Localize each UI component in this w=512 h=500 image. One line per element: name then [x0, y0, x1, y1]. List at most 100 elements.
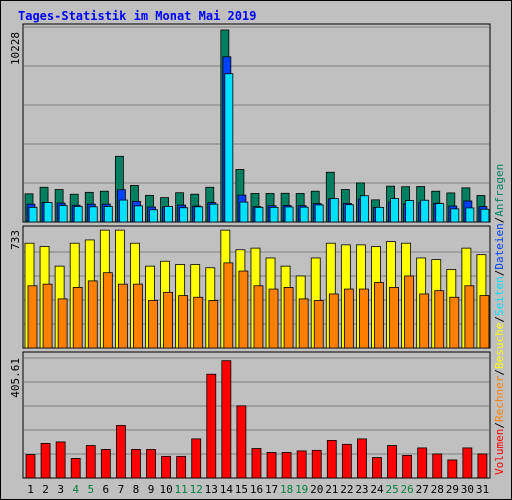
bar-volumen — [40, 443, 51, 479]
x-tick-label: 1 — [27, 483, 34, 496]
bar-rechner — [133, 283, 143, 349]
bar-volumen — [417, 447, 428, 479]
bar-seiten — [344, 204, 354, 223]
panel-top-frame — [22, 23, 491, 223]
x-tick-label: 6 — [103, 483, 110, 496]
x-tick-label: 28 — [431, 483, 444, 496]
x-tick-label: 23 — [355, 483, 368, 496]
bar-seiten — [58, 205, 68, 223]
legend-entry: / — [493, 217, 506, 224]
bar-seiten — [480, 208, 490, 223]
bar-volumen — [372, 457, 382, 479]
bar-volumen — [296, 450, 307, 479]
chart-panels: 10228 733 405.61 — [9, 23, 491, 479]
x-tick-label: 20 — [310, 483, 323, 496]
bar-volumen — [341, 443, 352, 479]
bar-rechner — [57, 298, 68, 349]
x-tick-label: 10 — [159, 483, 172, 496]
bar-seiten — [405, 200, 415, 223]
x-tick-label: 27 — [416, 483, 429, 496]
bar-seiten — [375, 206, 384, 223]
bar-seiten — [269, 206, 279, 223]
bar-rechner — [72, 287, 83, 349]
panel-middle: 733 — [9, 225, 491, 349]
bar-seiten — [360, 195, 369, 223]
x-tick-label: 2 — [42, 483, 49, 496]
bar-volumen — [161, 455, 171, 479]
bar-rechner — [117, 283, 128, 349]
panel-top: 10228 — [9, 23, 491, 223]
bar-seiten — [314, 204, 324, 223]
bar-seiten — [209, 203, 219, 223]
x-tick-label: 30 — [461, 483, 474, 496]
bar-rechner — [253, 285, 264, 349]
bar-volumen — [25, 454, 36, 479]
bar-seiten — [118, 199, 128, 223]
bar-volumen — [477, 453, 488, 479]
x-tick-label: 22 — [340, 483, 353, 496]
bar-volumen — [55, 441, 66, 479]
bar-rechner — [479, 295, 490, 349]
x-tick-label: 17 — [265, 483, 278, 496]
bar-rechner — [419, 293, 430, 349]
bar-seiten — [450, 208, 460, 223]
bar-rechner — [208, 300, 219, 349]
legend-entry: / — [493, 369, 506, 376]
y-max-label: 733 — [9, 230, 22, 250]
bar-seiten — [73, 206, 83, 223]
panel-middle-bars — [24, 229, 490, 349]
bar-rechner — [389, 287, 399, 349]
bar-rechner — [404, 275, 415, 349]
panel-top-bars — [24, 29, 490, 223]
x-tick-label: 14 — [220, 483, 234, 496]
bar-volumen — [387, 445, 397, 479]
bar-rechner — [283, 287, 294, 349]
x-tick-label: 9 — [148, 483, 155, 496]
x-tick-label: 13 — [205, 483, 218, 496]
x-tick-label: 21 — [325, 483, 338, 496]
bar-seiten — [254, 206, 264, 223]
x-tick-label: 18 — [280, 483, 293, 496]
legend-entry: Seiten — [493, 276, 506, 316]
panel-bottom-bars — [25, 360, 488, 479]
bar-rechner — [223, 262, 234, 349]
bar-rechner — [434, 290, 445, 349]
x-axis-labels: 1 2 3 4 5 6 7 8 9 10 11 12 13 14 15 16 17 18 19 20 21 22 23 24 2… — [27, 483, 489, 496]
x-tick-label: 26 — [401, 483, 414, 496]
legend-entry: / — [493, 422, 506, 429]
y-max-label: 10228 — [9, 32, 22, 65]
right-legend: Volumen/Rechner/Besuche/Seiten/Dateien/A… — [493, 164, 506, 475]
bar-rechner — [298, 298, 309, 349]
x-tick-label: 5 — [87, 483, 94, 496]
legend-entry: Dateien — [493, 223, 506, 269]
x-tick-label: 4 — [72, 483, 79, 496]
legend-entry: Besuche — [493, 323, 506, 369]
bar-seiten — [28, 206, 38, 223]
bar-seiten — [88, 206, 98, 223]
x-tick-label: 19 — [295, 483, 308, 496]
bar-seiten — [194, 206, 204, 223]
bar-seiten — [435, 203, 445, 223]
bar-seiten — [149, 209, 158, 223]
bar-rechner — [148, 300, 158, 349]
bar-seiten — [134, 205, 143, 223]
bar-rechner — [268, 288, 279, 349]
bar-rechner — [87, 280, 98, 349]
bar-volumen — [70, 458, 81, 479]
bar-seiten — [390, 198, 399, 223]
bar-rechner — [193, 296, 204, 349]
bar-volumen — [100, 449, 111, 479]
x-tick-label: 24 — [370, 483, 384, 496]
bar-volumen — [206, 373, 217, 479]
legend-entry: / — [493, 270, 506, 277]
bar-seiten — [239, 201, 249, 223]
bar-volumen — [221, 360, 232, 479]
bar-rechner — [343, 288, 354, 349]
legend-entry: Anfragen — [493, 164, 506, 217]
bar-volumen — [402, 455, 413, 479]
bar-seiten — [179, 207, 189, 223]
x-tick-label: 29 — [446, 483, 459, 496]
bar-volumen — [266, 452, 277, 479]
bar-volumen — [176, 455, 187, 479]
bar-seiten — [284, 206, 294, 223]
